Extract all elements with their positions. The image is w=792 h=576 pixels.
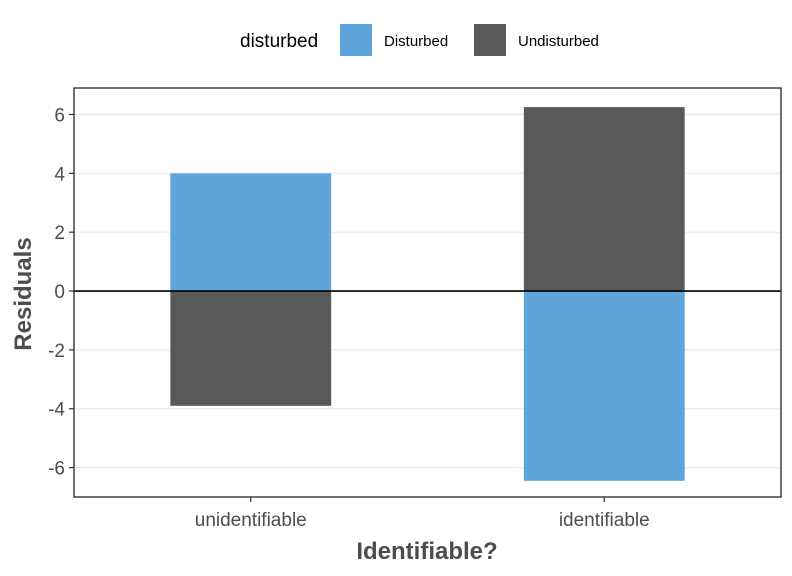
y-tick-label--6: -6 <box>48 459 65 480</box>
bar-identifiable-disturbed <box>523 291 685 481</box>
y-axis-title: Residuals <box>10 237 37 350</box>
legend-label-undisturbed: Undisturbed <box>518 33 599 50</box>
legend-title: disturbed <box>240 31 318 52</box>
plot-border <box>73 87 782 498</box>
legend: disturbed Disturbed Undisturbed <box>240 24 599 56</box>
bar-unidentifiable-disturbed <box>170 173 332 292</box>
y-axis: -6 -4 -2 0 2 4 6 <box>48 105 74 480</box>
y-tick-label-0: 0 <box>54 282 65 303</box>
x-axis-title: Identifiable? <box>356 538 497 565</box>
legend-swatch-disturbed <box>340 24 372 56</box>
legend-label-disturbed: Disturbed <box>384 33 448 50</box>
y-tick-label--4: -4 <box>48 400 65 421</box>
y-tick-label-2: 2 <box>54 223 65 244</box>
legend-swatch-undisturbed <box>474 24 506 56</box>
x-tick-label-identifiable: identifiable <box>559 510 650 531</box>
bars <box>170 107 685 481</box>
y-tick-label-6: 6 <box>54 105 65 126</box>
bar-unidentifiable-undisturbed <box>170 291 332 406</box>
x-axis: unidentifiable identifiable <box>195 497 650 531</box>
x-tick-label-unidentifiable: unidentifiable <box>195 510 307 531</box>
y-tick-label--2: -2 <box>48 341 65 362</box>
bar-identifiable-undisturbed <box>523 107 685 292</box>
y-tick-label-4: 4 <box>54 164 65 185</box>
